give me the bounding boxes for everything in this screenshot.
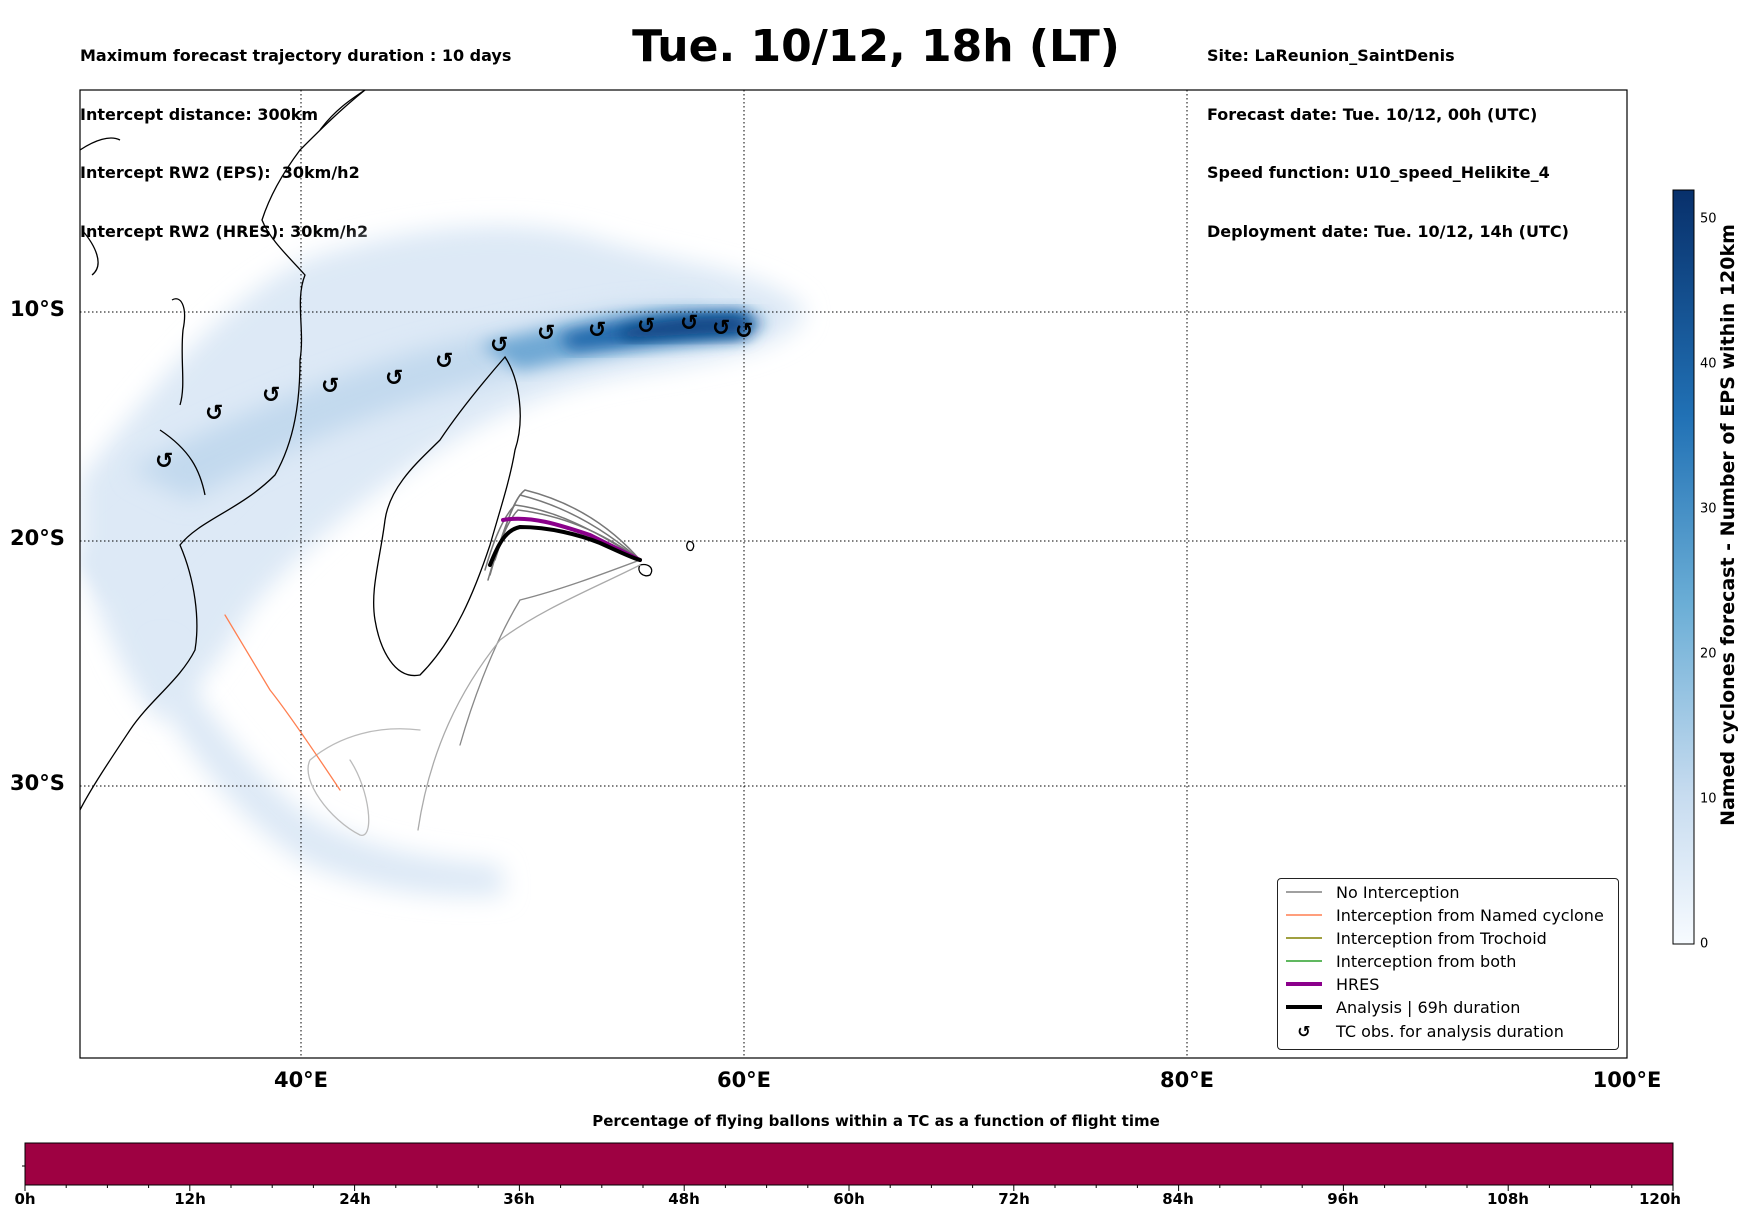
colorbar-tick: 10 [1700,791,1717,807]
flight-time-bar-ticks [24,1185,1674,1191]
flight-bar-tick: 24h [339,1190,371,1208]
tc-symbol-icon: ↺ [155,449,173,474]
colorbar-tick: 20 [1700,646,1717,662]
flight-bar-tick: 60h [833,1190,865,1208]
madagascar-coastline [372,355,521,677]
line-gray-icon [1286,891,1322,893]
header-right-line: Site: LaReunion_SaintDenis [1207,46,1455,65]
flight-bar-tick: 12h [174,1190,206,1208]
legend-label: Interception from both [1336,951,1517,971]
lon-label-80e: 80°E [1159,1068,1215,1092]
flight-bar-tick: 36h [503,1190,535,1208]
colorbar-tick: 40 [1700,356,1717,372]
map-legend: No Interception Interception from Named … [1277,878,1619,1050]
line-purple-thick-icon [1286,982,1322,986]
legend-label: TC obs. for analysis duration [1336,1021,1564,1041]
legend-item: ↺ TC obs. for analysis duration [1278,1020,1564,1042]
header-left-line: Intercept RW2 (EPS): 30km/h2 [80,163,360,182]
africa-coastline [80,90,366,811]
colorbar-tick: 50 [1700,211,1717,227]
lat-label-20s: 20°S [10,526,65,550]
colorbar [1672,189,1695,945]
density-core [130,305,765,500]
lake-victoria [171,298,186,406]
tc-symbol-icon: ↺ [588,318,606,343]
header-left-line: Intercept RW2 (HRES): 30km/h2 [80,221,369,241]
analysis-track [488,524,642,567]
tc-symbol-icon: ↺ [321,374,339,399]
gridlines [80,90,1627,1058]
lake-tanganyika [159,429,206,496]
tc-symbol-icon: ↺ [490,333,508,358]
tc-observations: ↺ ↺ ↺ ↺ ↺ ↺ ↺ ↺ ↺ ↺ ↺ ↺ ↺ [155,311,753,474]
tc-symbol-icon: ↺ [680,311,698,336]
legend-label: No Interception [1336,882,1460,902]
lon-label-60e: 60°E [716,1068,772,1092]
legend-item: Interception from Named cyclone [1278,904,1604,926]
cyclone-symbol-icon: ↺ [1297,1021,1311,1041]
mauritius-island [686,540,695,552]
coastlines [80,90,695,811]
flight-bar-tick: 48h [668,1190,700,1208]
colorbar-tick: 0 [1700,936,1709,952]
lat-label-30s: 30°S [10,771,65,795]
header-right-line: Forecast date: Tue. 10/12, 00h (UTC) [1207,104,1538,124]
map-frame [79,89,1628,1059]
lon-label-40e: 40°E [273,1068,329,1092]
line-olive-icon [1286,937,1322,939]
colorbar-label: Named cyclones forecast - Number of EPS … [1717,224,1739,826]
tc-symbol-icon: ↺ [435,349,453,374]
line-coral-icon [1286,914,1322,916]
flight-bar-tick: 120h [1639,1190,1681,1208]
header-right-line: Speed function: U10_speed_Helikite_4 [1207,163,1550,182]
reunion-island [638,563,653,577]
tc-symbol-icon: ↺ [537,321,555,346]
flight-bar-title: Percentage of flying ballons within a TC… [592,1112,1160,1130]
header-left: Maximum forecast trajectory duration : 1… [80,7,511,261]
header-right: Site: LaReunion_SaintDenis Forecast date… [1207,7,1569,261]
tc-symbol-icon: ↺ [712,316,730,341]
arabian-gulf-coast [80,137,121,276]
flight-bar-tick: 108h [1487,1190,1529,1208]
flight-bar-tick: 72h [998,1190,1030,1208]
flight-time-bar [24,1142,1674,1186]
legend-item: Interception from Trochoid [1278,927,1547,949]
flight-bar-tick: 0h [14,1190,36,1208]
legend-label: Interception from Trochoid [1336,928,1547,948]
legend-label: Interception from Named cyclone [1336,905,1604,925]
legend-item: Interception from both [1278,950,1516,972]
legend-item: Analysis | 69h duration [1278,996,1520,1018]
lon-label-100e: 100°E [1592,1068,1662,1092]
legend-item: No Interception [1278,881,1460,903]
tc-symbol-icon: ↺ [205,401,223,426]
tc-symbol-icon: ↺ [735,319,753,344]
lat-label-10s: 10°S [10,297,65,321]
line-green-icon [1286,960,1322,962]
tc-symbol-icon: ↺ [262,383,280,408]
legend-item: HRES [1278,973,1379,995]
map-area: ↺ ↺ ↺ ↺ ↺ ↺ ↺ ↺ ↺ ↺ ↺ ↺ ↺ [80,90,1627,1058]
legend-label: HRES [1336,974,1380,994]
header-left-line: Maximum forecast trajectory duration : 1… [80,46,512,65]
tc-symbol-icon: ↺ [637,314,655,339]
flight-bar-tick: 96h [1327,1190,1359,1208]
legend-label: Analysis | 69h duration [1336,997,1521,1017]
header-left-line: Intercept distance: 300km [80,104,319,124]
page-title: Tue. 10/12, 18h (LT) [632,21,1120,72]
somalia-coastline [319,90,366,131]
colorbar-tick: 30 [1700,501,1717,517]
tc-symbol-icon: ↺ [385,366,403,391]
flight-bar-tick: 84h [1162,1190,1194,1208]
line-black-thick-icon [1286,1005,1322,1009]
header-right-line: Deployment date: Tue. 10/12, 14h (UTC) [1207,221,1569,241]
